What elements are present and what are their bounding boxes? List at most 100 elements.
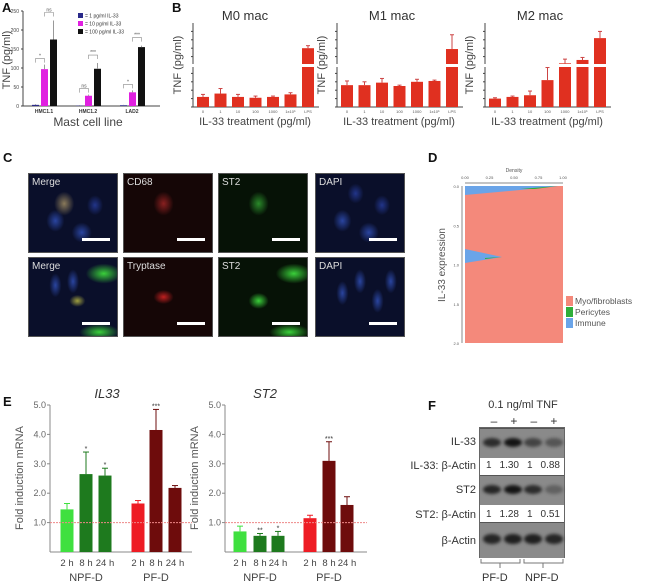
y-axis-label: TNF (pg/ml) [316,36,328,95]
bar [428,80,441,107]
y-tick-label: 5.0 [33,400,46,410]
micrograph-label: DAPI [319,261,343,272]
micrograph-merge: Merge [28,173,118,253]
micrograph-merge: Merge [28,257,118,337]
bar [341,85,353,107]
legend-label: = 10 pg/ml IL-33 [85,22,121,28]
category-label: 2 h [233,558,246,569]
significance-bracket [44,12,54,17]
category-label: LPS [448,109,456,114]
bar-break [593,64,607,67]
significance-label: * [85,446,88,453]
bar [50,39,57,106]
bar-break [558,64,572,67]
x-axis-label: IL-33 treatment (pg/ml) [343,116,455,128]
ratio-value: 1.30 [499,460,519,471]
bar [138,47,145,106]
y-axis-label: TNF (pg/ml) [172,36,184,95]
y-tick-label: 150 [11,47,20,53]
row-label-il33: IL-33 [450,436,476,448]
legend-label: Pericytes [575,307,610,317]
category-label: 1 [363,109,366,114]
bar [197,96,209,107]
category-label: HMC1.1 [35,109,54,115]
x-axis-label: IL-33 treatment (pg/ml) [199,116,311,128]
bar [594,38,606,108]
significance-label: ns [81,84,87,90]
significance-bracket [123,84,133,89]
panel-label-e: E [3,394,12,409]
y-axis-label: Fold induction mRNA [14,425,26,530]
category-label: 24 h [166,558,185,569]
blot-band [524,438,542,447]
group-brackets [480,559,564,568]
blot-band [544,485,563,494]
bar [303,518,317,552]
area-myofibroblasts [465,186,563,343]
blot-band [483,485,501,494]
blot-band [524,485,542,494]
area-pericytes [485,257,502,259]
y-tick-label: 200 [11,28,20,34]
blot-band [503,485,522,494]
axis-break [482,64,612,67]
significance-label: * [39,54,41,60]
bar [129,92,136,106]
lane-label: + [550,414,558,428]
significance-label: * [277,525,280,532]
micrograph-label: Merge [32,261,61,272]
treatment-label: 0.1 ng/ml TNF [488,399,558,411]
bar [340,504,354,552]
bar [576,59,589,107]
category-label: 0 [202,109,205,114]
micrograph-dapi: DAPI [315,257,405,337]
panel-label-f: F [428,398,436,413]
category-label: 24 h [269,558,288,569]
blot-band [524,533,542,544]
row-label-st2: ST2 [455,484,476,496]
micrograph-tryptase: Tryptase [123,257,213,337]
y-tick-label: 100 [11,66,20,72]
category-label: 100 [252,109,259,114]
y-tick-label: 3.0 [33,459,46,469]
bar [233,531,247,552]
bar [411,81,423,107]
panel-label-c: C [3,150,13,165]
legend-label: = 100 pg/ml IL-33 [85,30,124,36]
y-tick-label: 250 [11,9,20,15]
ratio-value: 1 [485,460,492,471]
panel-label-a: A [2,0,12,15]
blot-band [483,438,501,447]
bar [489,98,501,107]
ratio-value: 0.88 [540,460,560,471]
bar [267,96,279,107]
category-label: 10 [528,109,533,114]
bar [322,460,336,552]
y-tick-label: 3.0 [208,459,221,469]
bar-break [445,64,459,67]
bar [85,95,92,106]
bar [249,97,262,107]
bar [271,535,285,552]
micrograph-dapi: DAPI [315,173,405,253]
significance-bracket [88,54,98,60]
significance-bracket [35,58,45,63]
bar [541,80,554,107]
category-label: 10 [380,109,385,114]
group-label: NPF-D [69,572,103,584]
significance-bracket [79,88,89,93]
group-label-pfd: PF-D [482,572,508,584]
group-label: PF-D [143,572,169,584]
bar [79,474,93,552]
bar [393,86,406,107]
category-label: 8 h [79,558,92,569]
y-tick-label: 1.0 [33,518,46,528]
bar [94,68,101,106]
y-axis-label: Fold induction mRNA [189,425,201,530]
bar [32,104,39,106]
x-axis-label: Density [506,168,523,174]
category-label: 1x10⁵ [577,109,588,114]
micrograph-label: Tryptase [127,261,166,272]
group-label: PF-D [316,572,342,584]
micrograph-label: ST2 [222,261,241,272]
